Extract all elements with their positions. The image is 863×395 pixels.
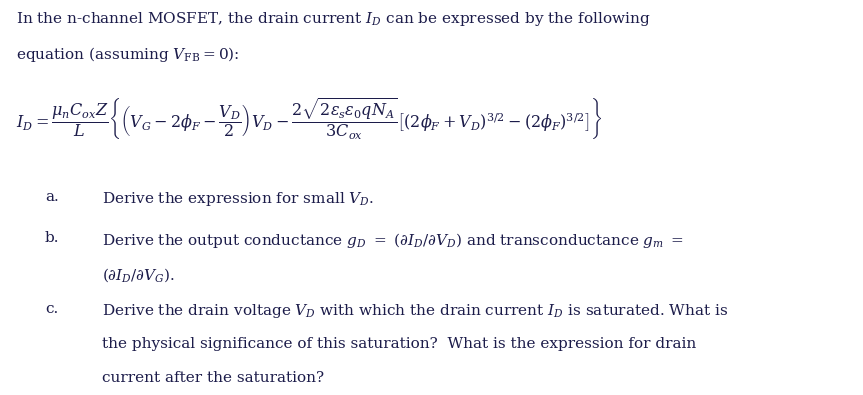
Text: In the n-channel MOSFET, the drain current $I_D$ can be expressed by the followi: In the n-channel MOSFET, the drain curre… [16,10,650,28]
Text: c.: c. [45,302,58,316]
Text: $(\partial I_D/\partial V_G)$.: $(\partial I_D/\partial V_G)$. [102,267,175,284]
Text: $I_D = \dfrac{\mu_n C_{ox} Z}{L} \left\{ \left(V_G - 2\phi_F - \dfrac{V_D}{2}\ri: $I_D = \dfrac{\mu_n C_{ox} Z}{L} \left\{… [16,97,602,143]
Text: b.: b. [45,231,60,245]
Text: Derive the drain voltage $V_D$ with which the drain current $I_D$ is saturated. : Derive the drain voltage $V_D$ with whic… [102,302,728,320]
Text: Derive the output conductance $g_D$ $=$ $(\partial I_D/\partial V_D)$ and transc: Derive the output conductance $g_D$ $=$ … [102,231,683,250]
Text: a.: a. [45,190,59,203]
Text: current after the saturation?: current after the saturation? [102,371,324,384]
Text: the physical significance of this saturation?  What is the expression for drain: the physical significance of this satura… [102,337,696,350]
Text: Derive the expression for small $V_D$.: Derive the expression for small $V_D$. [102,190,374,208]
Text: equation (assuming $V_{\mathrm{FB}} = 0$):: equation (assuming $V_{\mathrm{FB}} = 0$… [16,45,239,64]
